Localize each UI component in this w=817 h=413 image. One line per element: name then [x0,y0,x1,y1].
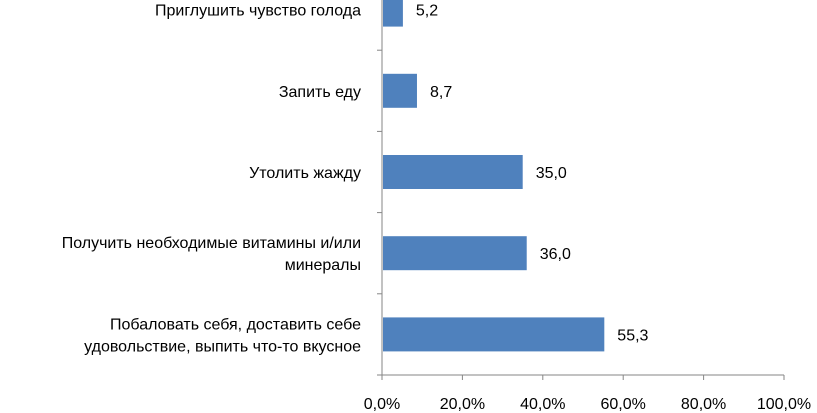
category-label: Побаловать себя, доставить себе [110,316,361,333]
bar [383,236,527,271]
category-label: минералы [285,257,361,274]
x-tick-label: 40,0% [520,396,565,413]
bars-group [383,0,605,352]
x-tick-label: 80,0% [681,396,726,413]
category-label: Получить необходимые витамины и/или [62,235,361,252]
bar [383,155,523,189]
axes-group [377,0,785,380]
bar-value-label: 36,0 [540,246,571,263]
category-label: Приглушить чувство голода [155,3,361,20]
category-label: Утолить жажду [249,165,361,182]
x-tick-label: 20,0% [440,396,485,413]
bar-value-label: 55,3 [617,327,648,344]
x-tick-label: 100,0% [757,396,811,413]
bar [383,317,605,352]
bar-value-label: 8,7 [430,84,452,101]
bar [383,0,403,27]
x-tick-label: 0,0% [364,396,400,413]
x-tick-label: 60,0% [601,396,646,413]
bar [383,73,417,108]
labels-group: 0,0% 20,0% 40,0% 60,0% 80,0% 100,0% 5,2 Приглуш… [62,3,811,413]
category-label: Запить еду [279,84,361,101]
bar-value-label: 35,0 [536,165,567,182]
bar-value-label: 5,2 [416,3,438,20]
category-label: удовольствие, выпить что-то вкусное [84,338,361,355]
